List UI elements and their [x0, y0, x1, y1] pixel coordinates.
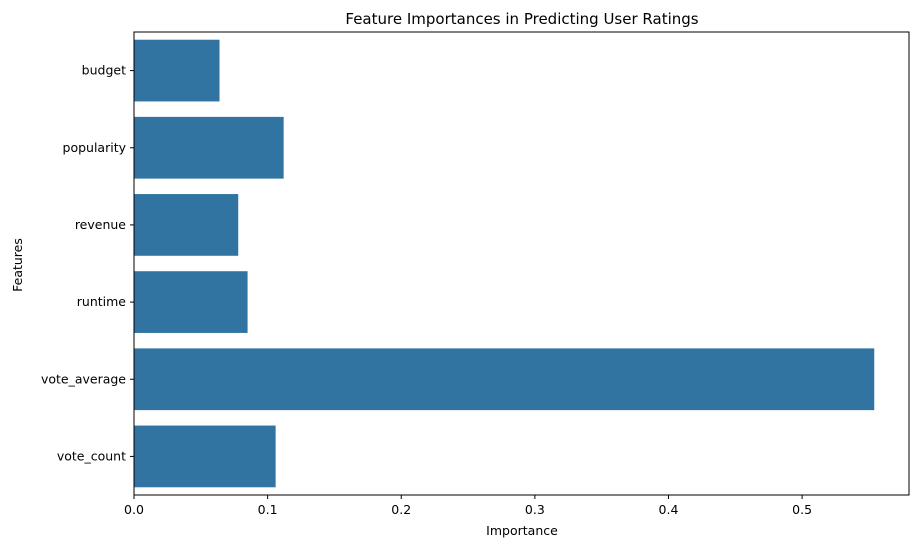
y-tick-label: runtime — [77, 294, 127, 309]
x-tick-label: 0.1 — [258, 502, 278, 517]
bars-layer — [134, 39, 875, 488]
bar-budget — [134, 39, 220, 102]
chart-title: Feature Importances in Predicting User R… — [345, 10, 698, 28]
bar-revenue — [134, 194, 239, 256]
x-tick-label: 0.4 — [659, 502, 679, 517]
bar-runtime — [134, 271, 248, 333]
x-ticks: 0.0 0.1 0.2 0.3 0.4 0.5 — [124, 495, 812, 517]
y-tick-label: vote_average — [41, 371, 126, 386]
y-tick-label: revenue — [75, 217, 126, 232]
plot-frame — [133, 31, 910, 496]
x-tick-label: 0.5 — [792, 502, 812, 517]
bar-popularity — [134, 116, 284, 179]
y-tick-label: budget — [82, 63, 126, 78]
y-axis-title: Features — [10, 238, 25, 292]
x-tick-label: 0.2 — [391, 502, 411, 517]
x-tick-label: 0.0 — [124, 502, 144, 517]
x-axis-title: Importance — [486, 523, 558, 538]
bar-vote-count — [134, 425, 276, 488]
x-tick-label: 0.3 — [525, 502, 545, 517]
y-tick-label: popularity — [63, 140, 127, 155]
y-ticks: budget popularity revenue runtime vote_avera… — [41, 63, 134, 463]
bar-vote-average — [134, 348, 875, 411]
y-tick-label: vote_count — [57, 448, 126, 463]
